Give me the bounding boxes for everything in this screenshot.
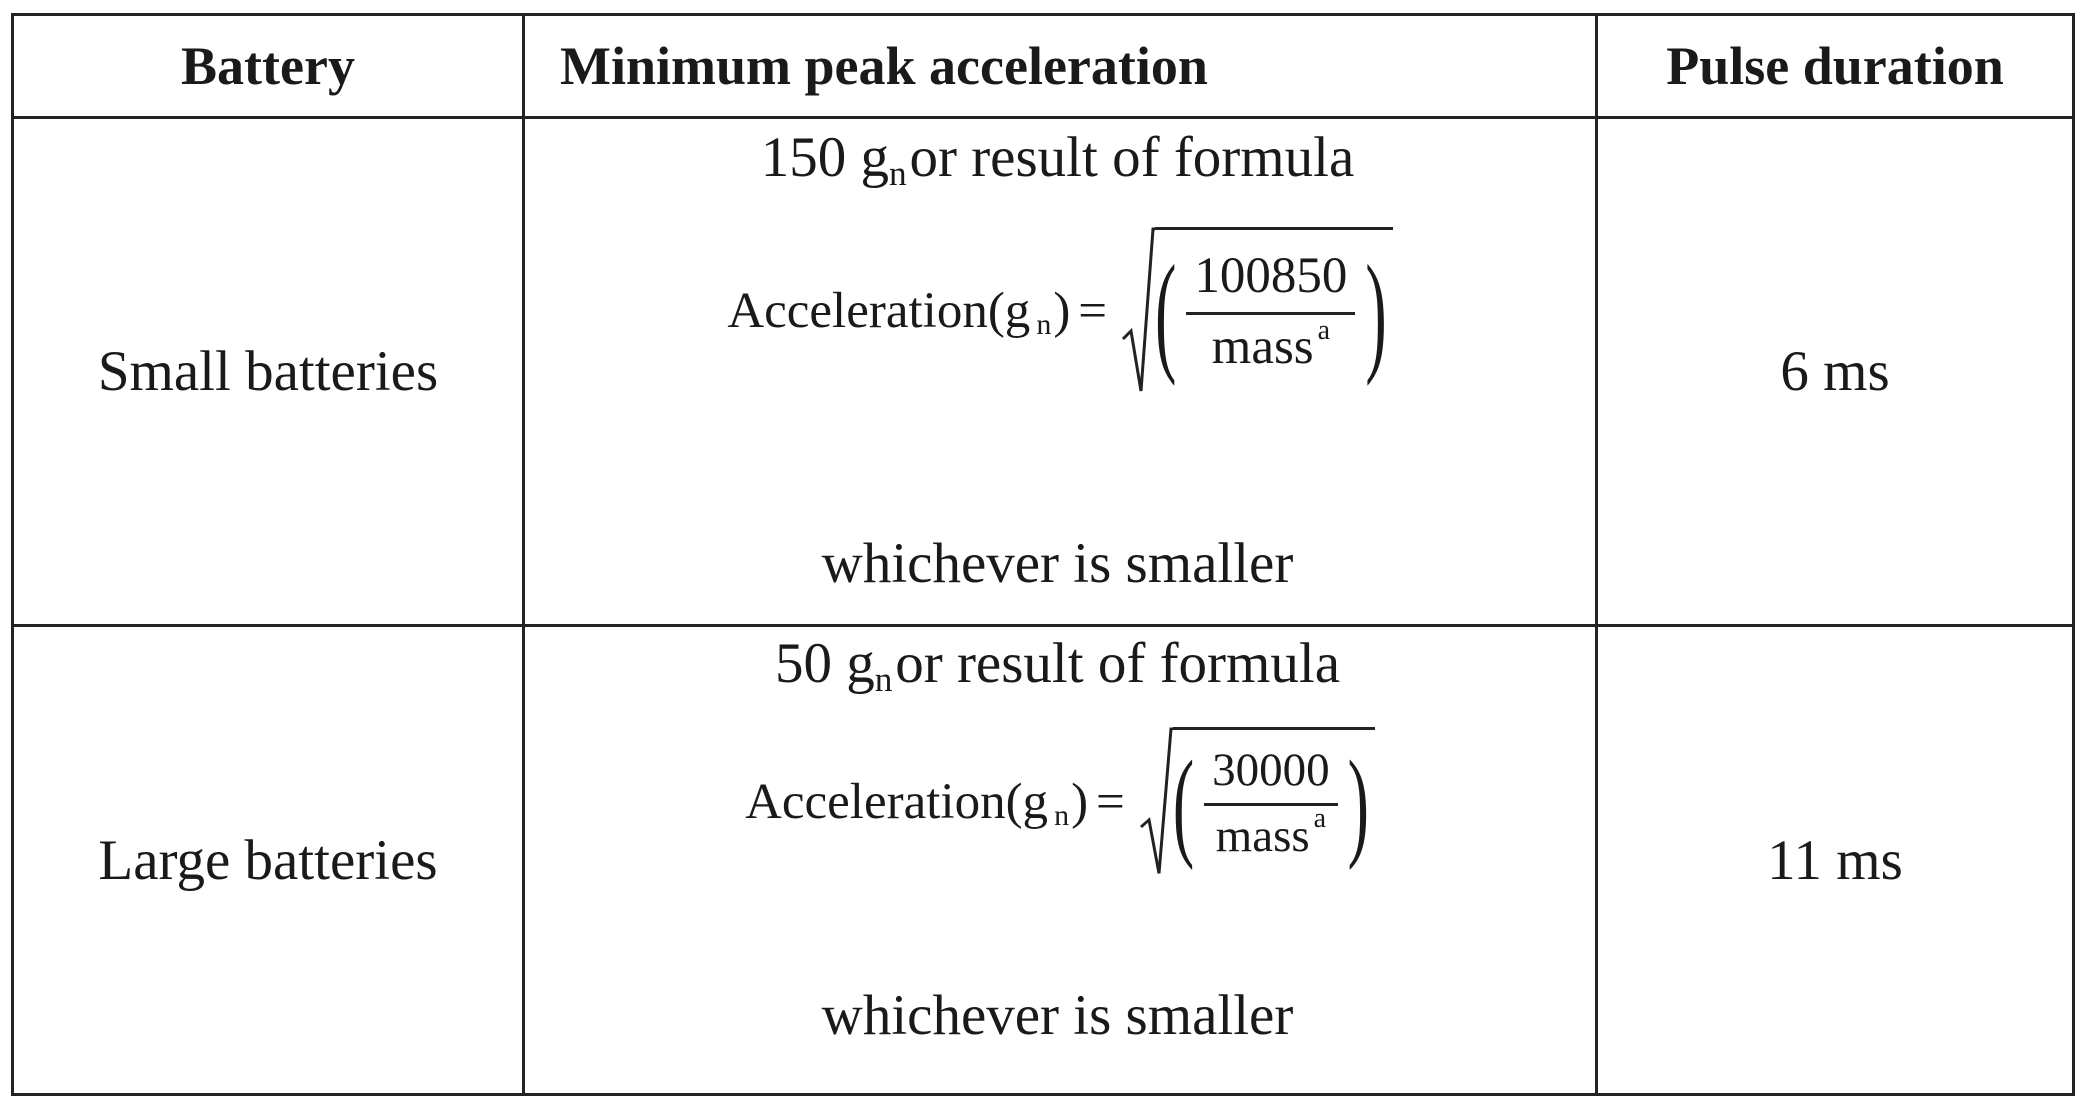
whichever-note: whichever is smaller bbox=[821, 532, 1294, 595]
formula-numerator: 30000 bbox=[1204, 745, 1338, 806]
formula-denominator: mass a bbox=[1215, 803, 1327, 862]
header-pulse-duration: Pulse duration bbox=[1666, 36, 2004, 96]
square-root: ( 100850 mass a ) bbox=[1121, 227, 1393, 395]
pulse-duration-cell: 11 ms bbox=[1767, 828, 1903, 892]
formula-fraction: 100850 mass a bbox=[1186, 250, 1356, 375]
acceleration-min-line: 50 gnor result of formula bbox=[774, 632, 1341, 699]
acceleration-cell: 50 gnor result of formula Acceleration(g… bbox=[525, 627, 1595, 1093]
battery-type-cell: Small batteries bbox=[97, 340, 439, 403]
row-divider bbox=[14, 624, 2072, 627]
acceleration-cell: 150 gnor result of formula Acceleration(… bbox=[525, 119, 1595, 624]
whichever-note: whichever is smaller bbox=[821, 984, 1294, 1047]
header-min-peak-acceleration: Minimum peak acceleration bbox=[560, 36, 1208, 96]
radical-sign-icon bbox=[1122, 227, 1156, 392]
column-divider-1 bbox=[522, 16, 525, 1093]
pulse-duration-cell: 6 ms bbox=[1780, 340, 1890, 403]
square-root: ( 30000 mass a ) bbox=[1139, 727, 1375, 877]
battery-shock-table: Battery Minimum peak acceleration Pulse … bbox=[11, 13, 2075, 1096]
header-divider bbox=[14, 116, 2072, 119]
formula-numerator: 100850 bbox=[1186, 250, 1356, 315]
battery-type-cell: Large batteries bbox=[98, 828, 438, 892]
acceleration-formula: Acceleration(g n) = ( 30000 mass a ) bbox=[525, 727, 1595, 877]
formula-denominator: mass a bbox=[1211, 315, 1331, 375]
formula-fraction: 30000 mass a bbox=[1204, 745, 1338, 862]
radical-sign-icon bbox=[1139, 727, 1173, 874]
header-battery: Battery bbox=[181, 36, 355, 96]
acceleration-min-line: 150 gnor result of formula bbox=[760, 126, 1355, 193]
column-divider-2 bbox=[1595, 16, 1598, 1093]
acceleration-formula: Acceleration(g n) = ( 100850 mass a ) bbox=[525, 227, 1595, 395]
